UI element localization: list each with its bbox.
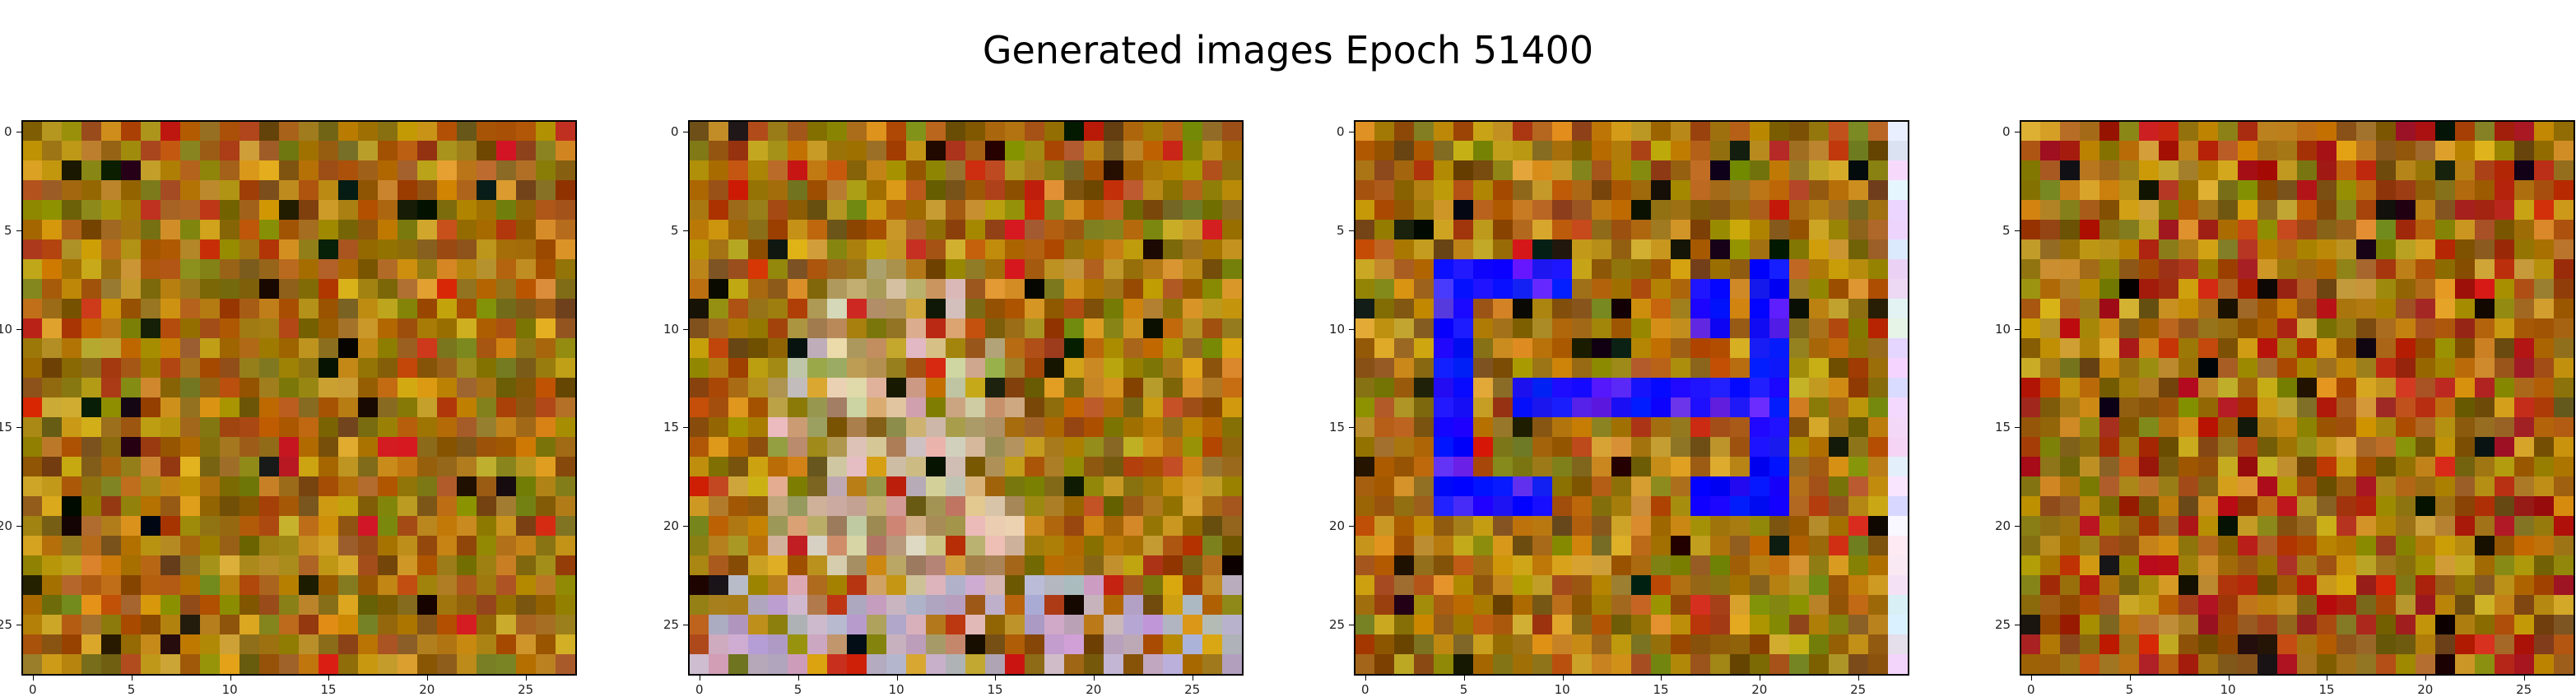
y-tick-mark [1349,427,1354,429]
y-tick-mark [683,328,688,330]
generated-image-3 [1354,120,1909,676]
x-tick-label: 5 [793,682,802,697]
x-tick-mark [2228,676,2230,681]
y-tick-label: 20 [0,518,13,534]
y-tick-label: 5 [2002,222,2011,238]
y-tick-mark [1349,230,1354,231]
y-tick-mark [2015,526,2020,527]
x-tick-mark [2030,676,2032,681]
x-tick-label: 10 [221,682,238,697]
x-tick-mark [1661,676,1662,681]
x-tick-mark [2425,676,2427,681]
x-tick-label: 0 [695,682,704,697]
generated-image-2 [688,120,1244,676]
x-tick-label: 10 [888,682,904,697]
y-tick-label: 25 [0,617,13,633]
x-tick-mark [328,676,330,681]
y-tick-label: 20 [1329,518,1346,534]
y-tick-label: 5 [1337,222,1345,238]
image-pixels [690,122,1242,674]
y-tick-label: 0 [2002,123,2011,139]
x-tick-mark [1094,676,1095,681]
y-tick-label: 0 [4,123,12,139]
y-tick-mark [16,526,21,527]
x-tick-label: 0 [28,682,37,697]
y-tick-mark [2015,427,2020,429]
y-tick-label: 15 [1995,420,2011,435]
image-pixels [1355,122,1908,674]
y-tick-label: 0 [671,123,679,139]
x-tick-label: 15 [320,682,337,697]
x-tick-label: 25 [1850,682,1867,697]
y-tick-label: 25 [1995,617,2011,633]
y-tick-label: 10 [1329,321,1346,337]
x-tick-label: 15 [987,682,1003,697]
x-tick-mark [797,676,799,681]
y-tick-label: 25 [1329,617,1346,633]
x-tick-label: 5 [2125,682,2134,697]
x-tick-mark [1562,676,1564,681]
x-tick-mark [2129,676,2131,681]
x-tick-label: 5 [1459,682,1468,697]
x-tick-label: 10 [2220,682,2236,697]
x-tick-label: 20 [2417,682,2434,697]
y-tick-label: 25 [663,617,680,633]
y-tick-mark [1349,328,1354,330]
y-tick-mark [2015,230,2020,231]
y-tick-label: 20 [663,518,680,534]
x-tick-mark [995,676,997,681]
x-tick-label: 0 [1360,682,1369,697]
y-tick-mark [16,427,21,429]
x-tick-mark [1463,676,1465,681]
x-tick-label: 10 [1554,682,1570,697]
x-tick-mark [230,676,231,681]
y-tick-label: 15 [1329,420,1346,435]
y-tick-mark [683,427,688,429]
x-tick-label: 20 [1086,682,1102,697]
y-tick-label: 10 [663,321,680,337]
x-tick-mark [526,676,528,681]
x-tick-mark [2524,676,2526,681]
y-tick-label: 20 [1995,518,2011,534]
x-tick-label: 25 [2516,682,2532,697]
y-tick-label: 5 [4,222,12,238]
y-tick-mark [2015,328,2020,330]
x-tick-mark [427,676,429,681]
y-tick-label: 0 [1337,123,1345,139]
x-tick-label: 25 [1184,682,1201,697]
y-tick-label: 15 [663,420,680,435]
x-tick-label: 20 [419,682,435,697]
x-tick-mark [131,676,133,681]
x-tick-label: 15 [2318,682,2335,697]
image-pixels [2021,122,2574,674]
generated-image-4 [2020,120,2575,676]
x-tick-label: 15 [1653,682,1669,697]
y-tick-label: 5 [671,222,679,238]
x-tick-mark [32,676,34,681]
x-tick-label: 20 [1751,682,1768,697]
x-tick-mark [1365,676,1366,681]
y-tick-label: 10 [0,321,13,337]
figure-title: Generated images Epoch 51400 [982,28,1594,72]
y-tick-label: 10 [1995,321,2011,337]
x-tick-label: 5 [127,682,136,697]
x-tick-mark [1858,676,1860,681]
x-tick-mark [896,676,898,681]
x-tick-label: 25 [518,682,534,697]
y-tick-mark [683,230,688,231]
y-tick-mark [16,328,21,330]
y-tick-mark [16,230,21,231]
y-tick-mark [683,526,688,527]
generated-image-1 [21,120,577,676]
x-tick-label: 0 [2026,682,2035,697]
y-tick-label: 15 [0,420,13,435]
y-tick-mark [1349,526,1354,527]
image-pixels [23,122,575,674]
